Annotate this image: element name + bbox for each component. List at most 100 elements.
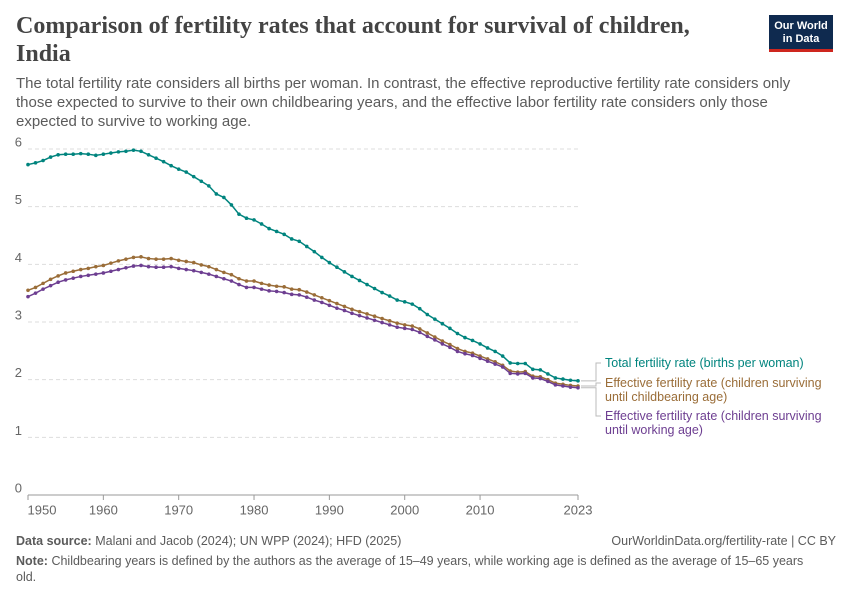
data-point (395, 298, 399, 302)
data-point (26, 288, 30, 293)
data-point (191, 260, 196, 265)
data-point (289, 237, 294, 241)
data-point (33, 161, 38, 165)
data-point (191, 174, 196, 179)
data-point (395, 325, 399, 329)
data-point (327, 260, 332, 265)
data-point (161, 265, 166, 270)
data-point (387, 323, 392, 327)
logo-text: in Data (782, 33, 820, 45)
data-point (267, 289, 271, 293)
data-point (342, 270, 347, 274)
data-point (33, 291, 38, 295)
data-point (282, 232, 286, 237)
data-point (417, 306, 422, 311)
data-point (214, 274, 219, 279)
data-point (86, 266, 91, 271)
data-point (33, 285, 38, 290)
data-point (538, 376, 543, 381)
data-point (463, 335, 467, 340)
data-point (48, 277, 53, 282)
series-line (27, 256, 579, 387)
data-point (530, 376, 535, 380)
data-point (199, 179, 204, 184)
data-point (568, 385, 573, 389)
data-point (380, 320, 384, 325)
source-url[interactable]: OurWorldinData.org/fertility-rate | CC B… (611, 534, 836, 548)
data-point (410, 324, 415, 328)
data-point (297, 239, 302, 244)
note-label: Note: (16, 554, 48, 568)
data-point (207, 272, 211, 276)
data-point (357, 278, 362, 283)
data-point (131, 264, 136, 268)
data-point (26, 162, 30, 167)
data-point (282, 285, 286, 289)
data-point (222, 270, 226, 275)
data-point (500, 365, 505, 369)
note-text: Childbearing years is defined by the aut… (16, 554, 804, 584)
data-point (440, 342, 445, 346)
data-point (26, 294, 30, 299)
data-point (86, 152, 91, 156)
data-point (433, 335, 437, 339)
logo[interactable]: Our World in Data (769, 15, 833, 52)
data-point (124, 149, 128, 154)
data-point (101, 271, 106, 275)
data-point (380, 316, 384, 321)
data-point (425, 331, 430, 335)
data-point (342, 308, 347, 313)
data-point (553, 383, 558, 387)
data-point (335, 301, 339, 306)
data-point (342, 304, 347, 309)
data-point (229, 272, 234, 277)
x-tick-label: 1950 (28, 502, 57, 517)
data-point (252, 218, 256, 222)
data-point (380, 290, 384, 295)
data-point (63, 271, 68, 275)
data-point (448, 342, 452, 347)
data-point (350, 311, 354, 316)
legend-entry[interactable]: Effective fertility rate (children survi… (605, 409, 822, 437)
data-point (312, 293, 317, 297)
data-point (94, 272, 98, 276)
data-point (417, 330, 422, 335)
data-point (169, 163, 173, 168)
series-line (27, 149, 579, 382)
data-point (297, 287, 302, 292)
data-point (289, 287, 294, 291)
data-point (191, 268, 196, 273)
data-point (252, 279, 256, 283)
data-point (184, 259, 189, 264)
data-point (320, 255, 324, 260)
data-point (455, 349, 460, 354)
data-point (508, 361, 512, 365)
data-point (267, 226, 271, 231)
data-point (455, 331, 460, 336)
source: Data source: Malani and Jacob (2024); UN… (16, 533, 401, 549)
data-point (523, 361, 528, 366)
data-point (124, 257, 128, 261)
data-point (365, 312, 369, 316)
data-point (304, 290, 309, 294)
data-point (116, 259, 121, 263)
data-point (546, 379, 550, 384)
data-point (154, 156, 158, 161)
data-point (161, 257, 166, 261)
data-point (410, 302, 415, 306)
data-point (448, 326, 452, 331)
x-tick-label: 1960 (89, 502, 118, 517)
data-point (139, 255, 143, 259)
data-point (320, 300, 324, 305)
legend-entry[interactable]: Total fertility rate (births per woman) (605, 356, 804, 370)
data-point (63, 278, 68, 282)
data-point (485, 359, 490, 364)
legend-entry[interactable]: Effective fertility rate (children survi… (605, 376, 822, 404)
data-point (289, 292, 294, 297)
data-point (365, 316, 369, 320)
data-point (410, 327, 415, 332)
source-label: Data source: (16, 534, 92, 548)
data-point (109, 269, 113, 274)
data-point (41, 287, 45, 291)
